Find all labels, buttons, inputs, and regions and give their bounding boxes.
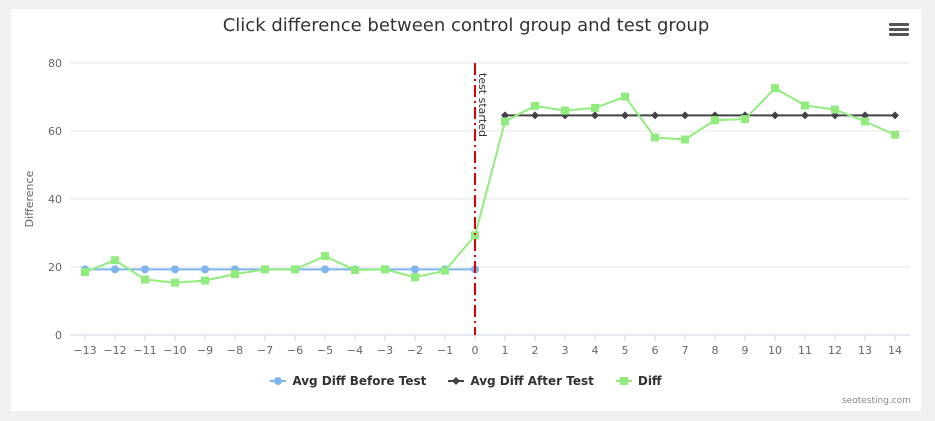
data-point-diff (501, 117, 509, 126)
data-point-diff (561, 106, 569, 115)
x-tick-label: 4 (592, 344, 599, 357)
data-point-avg-diff-before-test (411, 265, 419, 274)
x-tick-label: −12 (103, 344, 126, 357)
y-tick-label: 80 (48, 57, 62, 70)
x-tick-label: 8 (712, 344, 719, 357)
x-tick-label: 9 (742, 344, 749, 357)
chart-card (11, 9, 921, 411)
data-point-avg-diff-after-test (591, 111, 599, 120)
data-point-diff (831, 105, 839, 114)
x-tick-label: −9 (197, 344, 213, 357)
data-point-diff (711, 116, 719, 125)
data-point-diff (81, 268, 89, 277)
legend-item[interactable]: Avg Diff Before Test (270, 374, 426, 388)
chart-legend: Avg Diff Before Test Avg Diff After Test D… (0, 374, 932, 388)
data-point-diff (231, 270, 239, 279)
data-point-diff (441, 266, 449, 275)
data-point-diff (651, 133, 659, 142)
legend-label: Avg Diff After Test (470, 374, 594, 388)
data-point-diff (261, 265, 269, 274)
x-tick-label: 0 (472, 344, 479, 357)
data-point-avg-diff-after-test (681, 111, 689, 120)
data-point-avg-diff-after-test (621, 111, 629, 120)
data-point-avg-diff-before-test (171, 265, 179, 274)
data-point-diff (171, 278, 179, 287)
y-tick-label: 60 (48, 125, 62, 138)
data-point-diff (681, 135, 689, 144)
legend-symbol (270, 377, 287, 385)
x-tick-label: 14 (888, 344, 902, 357)
x-tick-label: −11 (133, 344, 156, 357)
chart-title: Click difference between control group a… (222, 15, 710, 36)
x-tick-label: −2 (407, 344, 423, 357)
credit-link[interactable]: seotesting.com (841, 396, 911, 406)
x-tick-label: −4 (347, 344, 363, 357)
x-tick-label: −10 (163, 344, 186, 357)
x-tick-label: −5 (317, 344, 333, 357)
data-point-avg-diff-after-test (771, 111, 779, 120)
legend-label: Avg Diff Before Test (292, 374, 427, 388)
x-tick-label: 6 (652, 344, 659, 357)
x-tick-label: −13 (73, 344, 96, 357)
y-tick-label: 40 (48, 193, 62, 206)
data-point-diff (291, 265, 299, 274)
data-point-avg-diff-before-test (201, 265, 209, 274)
y-tick-label: 0 (55, 329, 62, 342)
data-point-diff (141, 275, 149, 284)
x-tick-label: 13 (858, 344, 872, 357)
data-point-diff (471, 231, 479, 240)
data-point-avg-diff-after-test (531, 111, 539, 120)
x-tick-label: 3 (562, 344, 569, 357)
data-point-diff (411, 273, 419, 282)
test-started-label: test started (476, 73, 489, 137)
x-tick-label: 2 (532, 344, 539, 357)
x-tick-label: 11 (798, 344, 812, 357)
x-tick-label: −1 (437, 344, 453, 357)
y-tick-label: 20 (48, 261, 62, 274)
data-point-avg-diff-after-test (801, 111, 809, 120)
legend-item[interactable]: Avg Diff After Test (448, 374, 594, 388)
hamburger-menu-icon[interactable] (889, 23, 909, 41)
data-point-diff (201, 276, 209, 285)
data-point-diff (741, 115, 749, 124)
data-point-diff (801, 101, 809, 110)
data-point-diff (531, 101, 539, 110)
y-axis-title: Difference (23, 170, 36, 227)
data-point-avg-diff-before-test (111, 265, 119, 274)
x-tick-label: −6 (287, 344, 303, 357)
legend-label: Diff (637, 374, 662, 388)
data-point-avg-diff-after-test (861, 111, 869, 120)
data-point-diff (381, 265, 389, 274)
data-point-diff (111, 256, 119, 265)
x-tick-label: 1 (502, 344, 509, 357)
x-tick-label: −8 (227, 344, 243, 357)
data-point-avg-diff-after-test (501, 111, 509, 120)
x-tick-label: −3 (377, 344, 393, 357)
x-tick-label: 7 (682, 344, 689, 357)
x-tick-label: −7 (257, 344, 273, 357)
x-tick-label: 12 (828, 344, 842, 357)
data-point-diff (591, 103, 599, 112)
series-line-diff (84, 87, 896, 284)
data-point-diff (351, 266, 359, 275)
data-point-diff (891, 130, 899, 139)
data-point-avg-diff-before-test (141, 265, 149, 274)
x-tick-label: 10 (768, 344, 782, 357)
legend-symbol (448, 377, 465, 385)
data-point-avg-diff-after-test (891, 111, 899, 120)
data-point-diff (321, 252, 329, 261)
data-point-avg-diff-after-test (651, 111, 659, 120)
x-tick-label: 5 (622, 344, 629, 357)
data-point-avg-diff-before-test (321, 265, 329, 274)
data-point-diff (621, 92, 629, 101)
data-point-diff (771, 84, 779, 93)
legend-item[interactable]: Diff (615, 374, 662, 388)
data-point-diff (861, 117, 869, 126)
legend-symbol (615, 377, 632, 385)
